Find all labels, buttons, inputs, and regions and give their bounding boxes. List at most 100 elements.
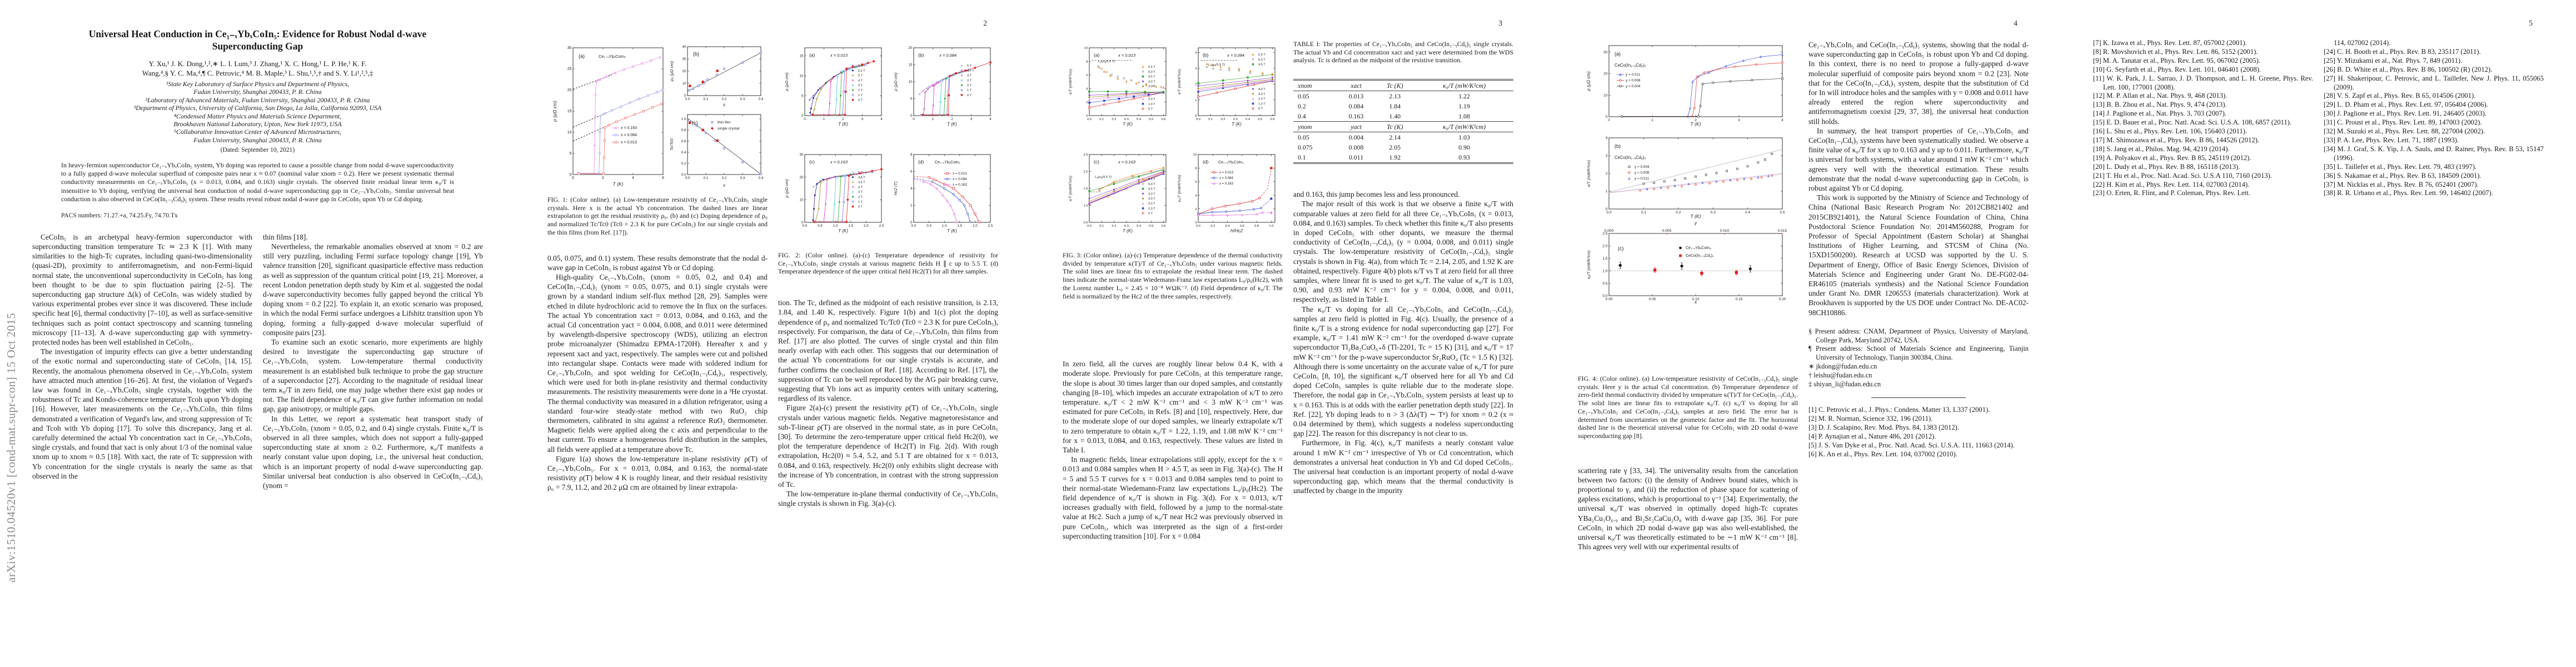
reference: [37] M. Nicklas et al., Phys. Rev. B 76,… bbox=[2324, 180, 2479, 188]
data-line bbox=[572, 112, 608, 128]
legend-label: 0 T bbox=[1148, 108, 1153, 111]
marker bbox=[829, 103, 831, 104]
table-header: ynom yact Tc (K) κ₀/T (mW/K²cm) bbox=[1293, 121, 1513, 132]
marker bbox=[592, 172, 596, 175]
legend-label: 4.5 T bbox=[1258, 63, 1265, 67]
marker bbox=[1211, 211, 1213, 213]
paragraph: scattering rate γ [33, 34]. The universa… bbox=[1578, 466, 1798, 551]
marker bbox=[1252, 97, 1254, 100]
page-4: 4 0 1 2 3 4 0 10 20 30 y = 0.011 y = 0.008 y = 0.00… bbox=[1546, 0, 2061, 667]
legend-label: 1 T bbox=[858, 94, 863, 97]
figure-text: (a) bbox=[1615, 51, 1621, 57]
tick-label: 2 bbox=[1695, 118, 1697, 122]
figure-text: κ₀/T (mW/K²cm) bbox=[1178, 175, 1182, 202]
tick-label: 0.5 bbox=[1602, 282, 1607, 286]
plot-frame bbox=[913, 47, 991, 116]
paragraph: The low-temperature in-plane thermal con… bbox=[778, 490, 998, 508]
marker bbox=[840, 72, 843, 74]
figure-text: (a) bbox=[579, 53, 585, 59]
marker bbox=[1725, 64, 1727, 67]
title-line-2: Superconducting Gap bbox=[212, 41, 303, 52]
spacer bbox=[547, 237, 768, 253]
figure-2-caption: FIG. 2: (Color online). (a)-(c) Temperat… bbox=[778, 251, 998, 276]
marker bbox=[851, 186, 854, 188]
marker bbox=[633, 113, 636, 116]
reference: [14] J. Paglione et al., Nat. Phys. 3, 7… bbox=[2093, 109, 2226, 118]
figure-text: ρ₀ (μΩ cm) bbox=[669, 61, 674, 82]
data-line bbox=[913, 176, 929, 178]
page-2: 2 0 2 4 6 0 5 10 15 20 25 30 x = 0.163 x = 0.084 x = … bbox=[515, 0, 1030, 667]
marker bbox=[599, 78, 601, 81]
tick-label: 0 bbox=[910, 221, 913, 225]
marker bbox=[955, 220, 958, 223]
data-line bbox=[578, 89, 664, 174]
tick-label: 4 bbox=[1195, 194, 1197, 197]
marker bbox=[1197, 87, 1199, 90]
marker bbox=[646, 94, 650, 97]
reference: [35] L. Taillefer et al., Phys. Rev. Let… bbox=[2324, 162, 2477, 171]
figure-text: (a) bbox=[809, 52, 815, 58]
tick-label: 4 bbox=[989, 117, 991, 121]
marker bbox=[1736, 167, 1738, 170]
tick-label: 0.0 bbox=[685, 97, 690, 101]
marker bbox=[1148, 93, 1150, 96]
marker bbox=[1618, 263, 1622, 267]
marker bbox=[1750, 177, 1752, 180]
paragraph: In zero field, all the curves are roughl… bbox=[1063, 360, 1283, 455]
tick-label: 0 bbox=[1606, 207, 1608, 211]
marker bbox=[1703, 71, 1706, 74]
column-left: 0.0 0.1 0.2 0.3 0.4 0.5 0.6 0 2 4 6 8 10 5.5 T 5.0 T 4.… bbox=[1063, 40, 1283, 541]
marker bbox=[1142, 207, 1144, 210]
tick-label: 0.1 bbox=[1641, 211, 1646, 215]
marker bbox=[1679, 254, 1682, 257]
tick-label: 0.0 bbox=[1196, 225, 1200, 228]
marker bbox=[1247, 82, 1249, 84]
legend-label: 5.5 T bbox=[1148, 178, 1155, 181]
two-column-body: 0 2 4 6 0 5 10 15 20 25 30 x = 0.163 x = 0.084 x = 0.… bbox=[547, 40, 998, 509]
marker bbox=[941, 193, 944, 197]
marker bbox=[688, 119, 691, 122]
tick-label: 1 bbox=[1606, 190, 1608, 193]
legend-label: 2.0 T bbox=[1258, 98, 1265, 101]
two-column-body: 0.0 0.1 0.2 0.3 0.4 0.5 0.6 0 2 4 6 8 10 5.5 T 5.0 T 4.… bbox=[1063, 40, 1513, 541]
marker bbox=[813, 221, 815, 223]
figure-text: L₀/ρ₀(5.5 T) bbox=[1098, 60, 1115, 63]
marker bbox=[1113, 191, 1115, 193]
marker bbox=[1755, 63, 1758, 66]
data-line bbox=[813, 71, 844, 115]
marker bbox=[759, 51, 763, 54]
marker bbox=[1107, 94, 1109, 97]
tick-label: 25 bbox=[567, 67, 572, 71]
marker bbox=[966, 212, 969, 215]
marker bbox=[1109, 74, 1112, 77]
tick-label: 2 bbox=[1195, 83, 1197, 86]
tick-label: 0.2 bbox=[1112, 118, 1116, 121]
tick-label: 4 bbox=[632, 176, 634, 180]
marker bbox=[1726, 170, 1728, 172]
marker bbox=[1152, 84, 1155, 87]
page-number: 3 bbox=[1498, 19, 1502, 27]
paragraph: CeCoIn₅ is an archetypal heavy-fermion s… bbox=[32, 232, 252, 346]
figure-text: κ/T (mW/K²cm) bbox=[1178, 69, 1182, 94]
marker bbox=[960, 79, 963, 82]
reference: [7] K. Izawa et al., Phys. Rev. Lett. 87… bbox=[2093, 39, 2247, 47]
plot-frame bbox=[1198, 47, 1275, 116]
marker bbox=[943, 183, 946, 186]
marker bbox=[960, 89, 963, 91]
table-row: 0.05 0.013 2.13 1.22 bbox=[1293, 91, 1513, 102]
tick-label: 0.1 bbox=[704, 176, 709, 180]
marker bbox=[1759, 55, 1762, 58]
reference: [16] L. Shu et al., Phys. Rev. Lett. 106… bbox=[2093, 127, 2248, 136]
tick-label: 2 bbox=[1086, 101, 1088, 104]
plot-frame bbox=[1608, 233, 1783, 296]
marker bbox=[611, 109, 614, 112]
table-cell: 0.4 bbox=[1298, 112, 1306, 120]
marker bbox=[922, 180, 925, 183]
data-line bbox=[579, 103, 662, 174]
marker bbox=[1103, 103, 1105, 106]
tick-label: 2.0 bbox=[1083, 171, 1088, 174]
tick-label: 40 bbox=[682, 45, 686, 49]
tick-label: 10 bbox=[682, 82, 686, 86]
reference: [10] G. Seyfarth et al., Phys. Rev. Lett… bbox=[2093, 65, 2261, 73]
